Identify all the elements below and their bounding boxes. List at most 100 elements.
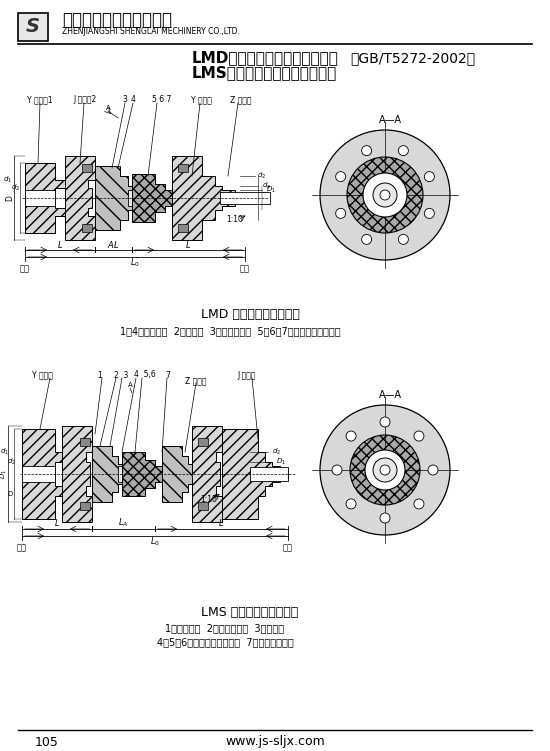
Text: D: D xyxy=(7,491,13,497)
Polygon shape xyxy=(162,446,192,502)
Text: ZHENJIANGSHI SHENGLAI MECHINERY CO.,LTD.: ZHENJIANGSHI SHENGLAI MECHINERY CO.,LTD. xyxy=(62,26,240,35)
Text: （GB/T5272-2002）: （GB/T5272-2002） xyxy=(350,51,475,65)
Text: 标志: 标志 xyxy=(283,544,293,553)
Bar xyxy=(18,13,48,41)
Circle shape xyxy=(373,458,397,482)
Bar xyxy=(25,190,55,206)
Text: A—A: A—A xyxy=(378,390,402,400)
Text: LMD 型梅花形弹性联轴器: LMD 型梅花形弹性联轴器 xyxy=(201,309,299,321)
Text: $L_0$: $L_0$ xyxy=(150,535,160,548)
Text: 105: 105 xyxy=(35,735,59,749)
Circle shape xyxy=(373,183,397,207)
Polygon shape xyxy=(122,452,162,496)
Text: 标志: 标志 xyxy=(20,264,30,273)
Text: A: A xyxy=(106,105,111,111)
Text: 7: 7 xyxy=(165,370,170,379)
Circle shape xyxy=(425,208,435,219)
Text: Y 型轴孔: Y 型轴孔 xyxy=(191,95,212,104)
Text: J 型轴孔: J 型轴孔 xyxy=(237,370,256,379)
Text: $d_e$: $d_e$ xyxy=(262,181,271,191)
Text: $D_1$: $D_1$ xyxy=(266,185,276,195)
Polygon shape xyxy=(128,184,172,212)
Circle shape xyxy=(380,465,390,475)
Text: LMD型单法兰梅花形弹性联轴器: LMD型单法兰梅花形弹性联轴器 xyxy=(192,50,339,65)
Text: 镇江市盛莱机械有限公司: 镇江市盛莱机械有限公司 xyxy=(62,11,172,29)
Circle shape xyxy=(380,190,390,200)
Text: A: A xyxy=(128,382,133,388)
Text: $d_1$: $d_1$ xyxy=(1,447,9,457)
Text: 2  3: 2 3 xyxy=(114,370,128,379)
Text: Z 型轴孔: Z 型轴孔 xyxy=(185,376,206,385)
Bar xyxy=(198,502,208,510)
Text: 1:10: 1:10 xyxy=(200,496,217,505)
Circle shape xyxy=(336,208,345,219)
Text: $D_1$: $D_1$ xyxy=(276,457,286,467)
Text: $L_A$: $L_A$ xyxy=(118,517,128,529)
Text: $AL$: $AL$ xyxy=(107,239,119,249)
Text: 1一半联轴器  2一法兰联接件  3一弹性件: 1一半联轴器 2一法兰联接件 3一弹性件 xyxy=(166,623,284,633)
Polygon shape xyxy=(222,429,288,519)
Polygon shape xyxy=(172,156,245,240)
Text: 1、4一半联轴器  2一弹性件  3一法兰联接件  5、6、7一螺栓、螺母、垫圈: 1、4一半联轴器 2一弹性件 3一法兰联接件 5、6、7一螺栓、螺母、垫圈 xyxy=(120,326,340,336)
Circle shape xyxy=(346,499,356,509)
Polygon shape xyxy=(95,166,132,230)
Text: www.js-sljx.com: www.js-sljx.com xyxy=(225,735,325,749)
Bar xyxy=(198,438,208,446)
Polygon shape xyxy=(132,174,172,222)
Circle shape xyxy=(362,146,372,155)
Polygon shape xyxy=(92,446,122,502)
Text: S: S xyxy=(26,17,40,37)
Circle shape xyxy=(336,172,345,182)
Text: 3: 3 xyxy=(123,95,128,104)
Circle shape xyxy=(346,431,356,441)
Circle shape xyxy=(380,417,390,427)
Text: A—A: A—A xyxy=(378,115,402,125)
Polygon shape xyxy=(22,429,62,519)
Bar xyxy=(178,164,188,172)
Bar xyxy=(220,192,270,204)
Circle shape xyxy=(425,172,435,182)
Bar xyxy=(250,467,288,481)
Polygon shape xyxy=(25,163,65,233)
Bar xyxy=(178,224,188,232)
Text: $d_2$: $d_2$ xyxy=(12,183,20,193)
Bar xyxy=(82,224,92,232)
Text: $L$: $L$ xyxy=(218,517,224,529)
Text: 4: 4 xyxy=(130,95,135,104)
Text: D: D xyxy=(6,195,14,201)
Text: 4、5、6一螺栓、螺母、垫圈  7一法兰半联轴器: 4、5、6一螺栓、螺母、垫圈 7一法兰半联轴器 xyxy=(157,637,293,647)
Bar xyxy=(82,164,92,172)
Circle shape xyxy=(363,173,407,217)
Text: Z 型轴孔: Z 型轴孔 xyxy=(230,95,251,104)
Circle shape xyxy=(365,450,405,490)
Text: $d_2$: $d_2$ xyxy=(257,171,266,181)
Text: Y 型轴孔1: Y 型轴孔1 xyxy=(27,95,53,104)
Bar xyxy=(80,502,90,510)
Text: LMS 型梅花形弹性联轴器: LMS 型梅花形弹性联轴器 xyxy=(201,605,299,619)
Circle shape xyxy=(414,499,424,509)
Circle shape xyxy=(347,157,423,233)
Circle shape xyxy=(320,130,450,260)
Bar xyxy=(80,438,90,446)
Text: $d_2$: $d_2$ xyxy=(8,457,16,467)
Circle shape xyxy=(414,431,424,441)
Text: 4  5,6: 4 5,6 xyxy=(134,370,156,379)
Text: 标志: 标志 xyxy=(240,264,250,273)
Bar xyxy=(22,466,55,482)
Text: $d_1$: $d_1$ xyxy=(3,175,13,185)
Text: 1:10: 1:10 xyxy=(226,216,243,225)
Circle shape xyxy=(362,234,372,244)
Circle shape xyxy=(380,513,390,523)
Text: $d_2$: $d_2$ xyxy=(272,447,281,457)
Circle shape xyxy=(428,465,438,475)
Circle shape xyxy=(332,465,342,475)
Circle shape xyxy=(350,435,420,505)
Text: 标志: 标志 xyxy=(17,544,27,553)
Text: 1: 1 xyxy=(98,370,102,379)
Polygon shape xyxy=(62,426,92,522)
Text: $L$: $L$ xyxy=(185,239,191,249)
Circle shape xyxy=(320,405,450,535)
Circle shape xyxy=(398,234,408,244)
Text: $L_0$: $L_0$ xyxy=(130,257,140,270)
Polygon shape xyxy=(65,156,95,240)
